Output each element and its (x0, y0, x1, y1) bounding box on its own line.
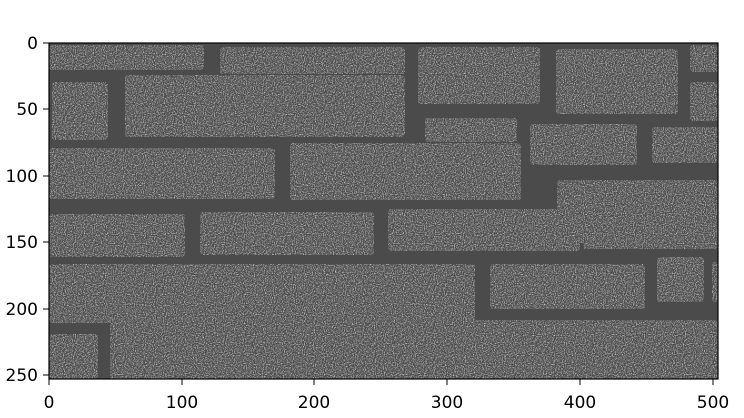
x-tick-label: 200 (298, 393, 330, 413)
x-tick-label: 500 (697, 393, 729, 413)
brick (49, 148, 275, 199)
brick (657, 257, 704, 302)
brick (530, 124, 637, 165)
y-tick-label: 200 (6, 300, 38, 320)
y-tick-label: 100 (6, 167, 38, 187)
brick (49, 45, 204, 70)
y-tick-label: 250 (6, 366, 38, 386)
brick (388, 209, 580, 251)
y-tick-label: 150 (6, 233, 38, 253)
brick (125, 75, 405, 137)
brick (425, 118, 517, 142)
bricks (49, 45, 718, 379)
axes-frame (48, 42, 719, 380)
brick (583, 199, 718, 249)
x-axis: 0 100 200 300 400 500 (44, 379, 729, 413)
x-tick-label: 400 (564, 393, 596, 413)
y-tick-label: 0 (27, 34, 38, 54)
y-tick-label: 50 (16, 100, 38, 120)
brick (49, 334, 98, 379)
brick (200, 212, 374, 255)
brick (418, 47, 540, 104)
brick (290, 143, 521, 200)
brick (690, 45, 718, 72)
y-axis: 0 50 100 150 200 250 (6, 34, 49, 386)
brick (49, 264, 475, 323)
x-tick-label: 300 (431, 393, 463, 413)
brick (490, 264, 645, 309)
brick (712, 262, 718, 302)
brick-wall-image (49, 43, 718, 379)
brick (110, 320, 718, 379)
brick (49, 214, 185, 257)
brick (220, 47, 405, 74)
brick (652, 127, 718, 163)
brick (690, 82, 718, 121)
brick (52, 82, 108, 140)
brick (556, 49, 678, 114)
x-tick-label: 0 (44, 393, 55, 413)
x-tick-label: 100 (166, 393, 198, 413)
